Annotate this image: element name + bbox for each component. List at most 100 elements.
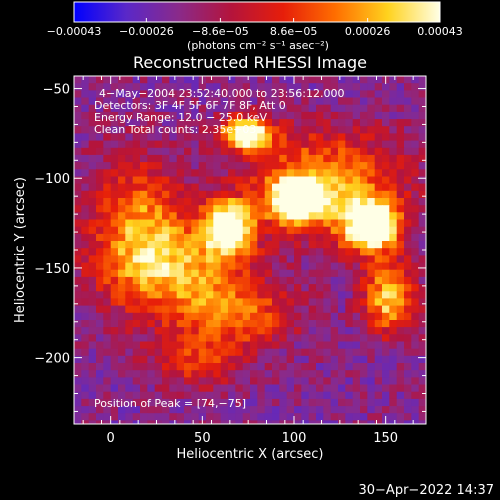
heatmap-cell bbox=[352, 406, 361, 414]
heatmap-cell bbox=[374, 104, 383, 113]
heatmap-cell bbox=[147, 320, 156, 328]
heatmap-cell bbox=[250, 133, 258, 142]
heatmap-cell bbox=[301, 140, 310, 149]
heatmap-cell bbox=[184, 111, 192, 120]
heatmap-cell bbox=[286, 406, 295, 414]
heatmap-cell bbox=[88, 320, 97, 328]
annotation-block: 4−May−2004 23:52:40.000 to 23:56:12.000D… bbox=[94, 87, 345, 136]
heatmap-cell bbox=[147, 377, 156, 386]
heatmap-cell bbox=[220, 147, 229, 156]
heatmap-cell bbox=[220, 370, 229, 378]
heatmap-cell bbox=[132, 133, 141, 142]
heatmap-cell bbox=[360, 183, 368, 192]
heatmap-cell bbox=[404, 198, 412, 206]
heatmap-cell bbox=[396, 111, 405, 120]
heatmap-cell bbox=[198, 269, 207, 278]
heatmap-cell bbox=[323, 276, 332, 285]
heatmap-cell bbox=[330, 391, 339, 400]
heatmap-cell bbox=[352, 276, 361, 285]
heatmap-cell bbox=[220, 90, 229, 99]
heatmap-cell bbox=[250, 205, 258, 213]
heatmap-cell bbox=[250, 341, 258, 350]
heatmap-cell bbox=[184, 355, 192, 364]
heatmap-cell bbox=[162, 363, 170, 371]
heatmap-cell bbox=[125, 276, 134, 285]
heatmap-cell bbox=[154, 276, 163, 285]
heatmap-cell bbox=[88, 391, 97, 400]
heatmap-cell bbox=[125, 327, 134, 335]
heatmap-cell bbox=[418, 355, 426, 364]
heatmap-cell bbox=[184, 413, 192, 421]
heatmap-cell bbox=[242, 76, 251, 84]
heatmap-cell bbox=[110, 291, 119, 300]
heatmap-cell bbox=[374, 384, 383, 393]
heatmap-cell bbox=[345, 355, 354, 364]
heatmap-cell bbox=[103, 176, 112, 185]
heatmap-cell bbox=[206, 233, 214, 242]
heatmap-cell bbox=[294, 269, 302, 278]
heatmap-cell bbox=[118, 384, 126, 393]
heatmap-cell bbox=[96, 255, 104, 264]
heatmap-cell bbox=[301, 391, 310, 400]
heatmap-cell bbox=[176, 391, 185, 400]
heatmap-cell bbox=[147, 355, 156, 364]
heatmap-cell bbox=[279, 334, 288, 343]
heatmap-cell bbox=[103, 370, 112, 378]
heatmap-cell bbox=[411, 420, 420, 424]
heatmap-cell bbox=[352, 111, 361, 120]
heatmap-cell bbox=[169, 284, 178, 292]
heatmap-cell bbox=[316, 104, 324, 113]
heatmap-cell bbox=[176, 269, 185, 278]
heatmap-cell bbox=[147, 413, 156, 421]
heatmap-cell bbox=[81, 119, 90, 127]
heatmap-cell bbox=[88, 348, 97, 357]
heatmap-cell bbox=[147, 341, 156, 350]
heatmap-cell bbox=[323, 176, 332, 185]
heatmap-cell bbox=[140, 97, 148, 106]
heatmap-cell bbox=[389, 154, 398, 163]
heatmap-cell bbox=[206, 90, 214, 99]
heatmap-cell bbox=[257, 212, 266, 221]
heatmap-cell bbox=[308, 248, 317, 256]
heatmap-cell bbox=[74, 284, 82, 292]
heatmap-cell bbox=[110, 384, 119, 393]
heatmap-cell bbox=[191, 219, 200, 228]
heatmap-cell bbox=[331, 428, 339, 436]
heatmap-cell bbox=[110, 233, 119, 242]
heatmap-cell bbox=[206, 140, 214, 149]
heatmap-cell bbox=[96, 384, 104, 393]
heatmap-cell bbox=[389, 126, 398, 134]
heatmap-cell bbox=[88, 126, 97, 134]
heatmap-cell bbox=[426, 291, 434, 299]
heatmap-cell bbox=[220, 341, 229, 350]
heatmap-cell bbox=[374, 248, 383, 256]
heatmap-cell bbox=[345, 284, 354, 292]
heatmap-cell bbox=[316, 198, 324, 206]
heatmap-cell bbox=[294, 298, 302, 307]
heatmap-cell bbox=[308, 154, 317, 163]
heatmap-cell bbox=[147, 255, 156, 264]
heatmap-cell bbox=[426, 270, 434, 278]
heatmap-cell bbox=[330, 305, 339, 314]
heatmap-cell bbox=[140, 140, 148, 149]
heatmap-cell bbox=[279, 327, 288, 335]
heatmap-cell bbox=[228, 363, 236, 371]
heatmap-cell bbox=[382, 104, 390, 113]
heatmap-cell bbox=[367, 355, 376, 364]
heatmap-cell bbox=[264, 111, 273, 120]
heatmap-cell bbox=[404, 119, 412, 127]
heatmap-cell bbox=[330, 76, 339, 84]
heatmap-cell bbox=[228, 370, 236, 378]
heatmap-cell bbox=[162, 406, 170, 414]
x-tick-label: 50 bbox=[194, 431, 211, 446]
heatmap-cell bbox=[338, 355, 346, 364]
heatmap-cell bbox=[81, 154, 90, 163]
heatmap-cell bbox=[220, 327, 229, 335]
heatmap-cell bbox=[74, 198, 82, 206]
heatmap-cell bbox=[132, 305, 141, 314]
heatmap-cell bbox=[418, 363, 426, 371]
heatmap-cell bbox=[396, 341, 405, 350]
colorbar bbox=[73, 1, 441, 23]
heatmap-cell bbox=[418, 97, 426, 106]
heatmap-cell bbox=[81, 190, 90, 199]
